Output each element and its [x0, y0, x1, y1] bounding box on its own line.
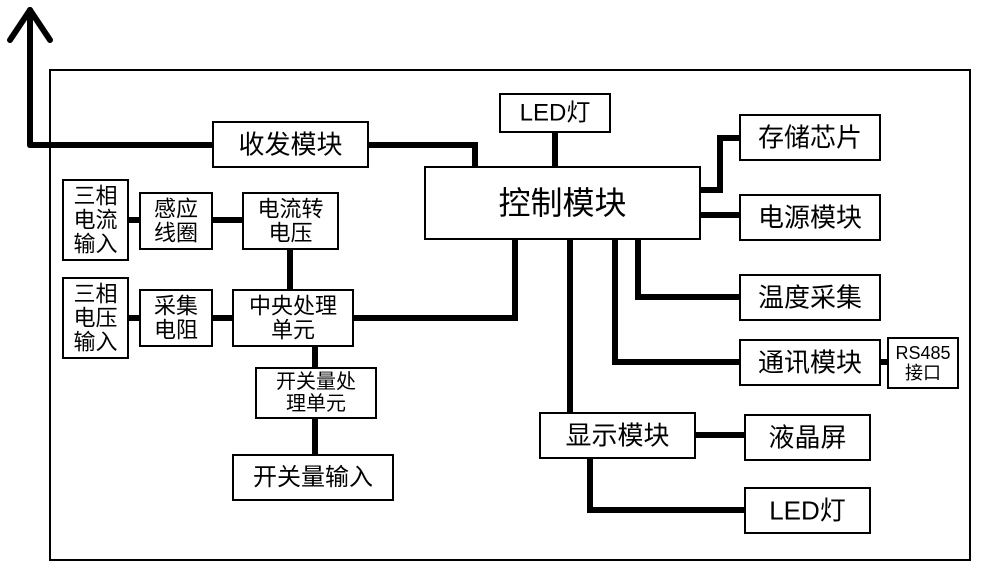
- block-label: 输入: [73, 232, 117, 257]
- block-label: 三相: [73, 281, 117, 306]
- block-comm: 通讯模块: [740, 340, 880, 385]
- block-led_bot: LED灯: [745, 488, 870, 533]
- block-label: 采集: [154, 293, 198, 318]
- block-label: 温度采集: [758, 283, 862, 313]
- block-three_i: 三相电流输入: [63, 180, 128, 260]
- block-label: 接口: [905, 363, 941, 383]
- block-sample_r: 采集电阻: [140, 290, 212, 346]
- block-label: 理单元: [286, 392, 346, 415]
- block-label: 开关量输入: [253, 464, 373, 491]
- block-three_v: 三相电压输入: [63, 278, 128, 358]
- block-rs485: RS485接口: [888, 338, 958, 388]
- block-cpu: 中央处理单元: [233, 290, 353, 346]
- block-label: 控制模块: [498, 185, 626, 221]
- block-label: 开关量处: [276, 370, 356, 393]
- block-label: LED灯: [520, 100, 591, 127]
- block-label: LED灯: [769, 496, 846, 526]
- block-label: 通讯模块: [758, 348, 862, 378]
- block-switch_u: 开关量处理单元: [256, 368, 376, 418]
- block-label: 电源模块: [758, 203, 862, 233]
- block-label: 线圈: [154, 221, 198, 246]
- block-control: 控制模块: [425, 167, 700, 239]
- block-storage: 存储芯片: [740, 115, 880, 160]
- block-label: 电阻: [154, 318, 198, 343]
- block-label: RS485: [895, 343, 950, 363]
- block-label: 收发模块: [238, 130, 342, 160]
- block-label: 三相: [73, 183, 117, 208]
- block-label: 电压: [268, 221, 312, 246]
- block-label: 中央处理: [249, 293, 337, 318]
- block-label: 存储芯片: [758, 123, 862, 153]
- block-transceiver: 收发模块: [213, 122, 368, 167]
- block-display: 显示模块: [540, 413, 695, 458]
- block-label: 电流转: [257, 196, 323, 221]
- block-led_top: LED灯: [500, 94, 610, 132]
- block-coil: 感应线圈: [140, 193, 212, 249]
- block-label: 液晶屏: [768, 423, 846, 453]
- block-lcd: 液晶屏: [745, 415, 870, 460]
- block-temp: 温度采集: [740, 275, 880, 320]
- block-label: 单元: [271, 318, 315, 343]
- block-label: 显示模块: [565, 421, 669, 451]
- block-label: 电流: [73, 208, 117, 233]
- block-i2v: 电流转电压: [243, 193, 338, 249]
- block-diagram: 收发模块LED灯控制模块存储芯片电源模块温度采集通讯模块RS485接口液晶屏LE…: [0, 0, 1000, 578]
- block-label: 感应: [154, 196, 198, 221]
- block-power: 电源模块: [740, 195, 880, 240]
- block-label: 电压: [73, 306, 117, 331]
- block-switch_in: 开关量输入: [233, 455, 393, 500]
- block-label: 输入: [73, 330, 117, 355]
